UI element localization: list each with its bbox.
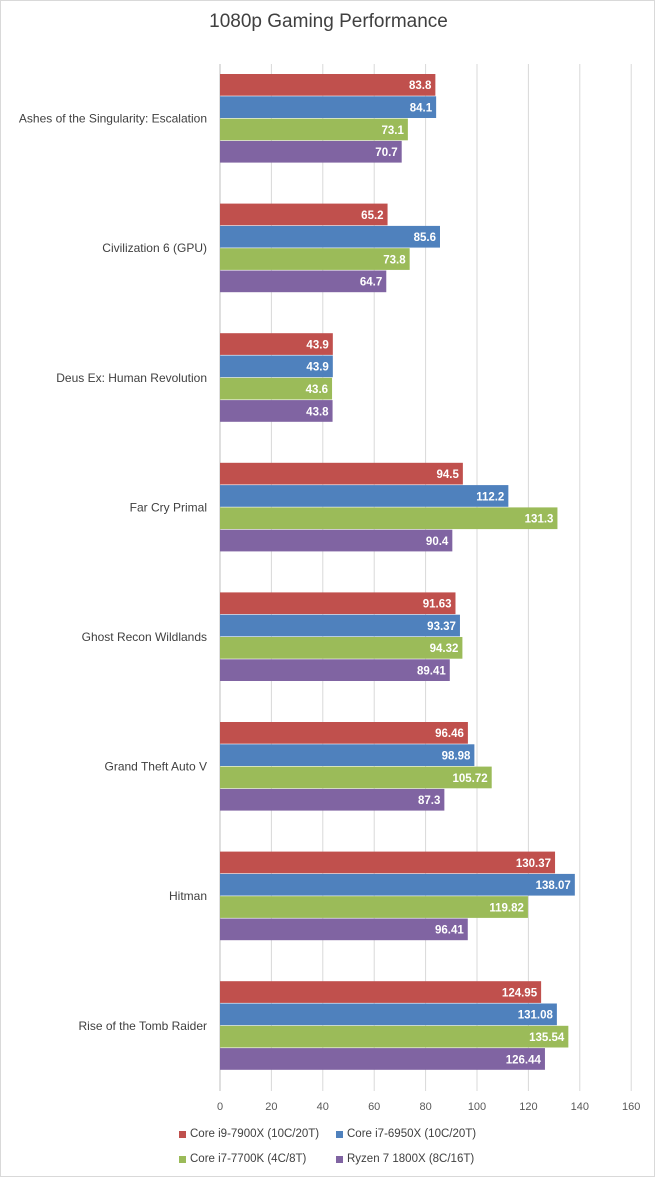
legend-label-2: Core i7-7700K (4C/8T) <box>190 1153 307 1165</box>
data-label-s2-c6: 119.82 <box>489 902 524 914</box>
legend-swatch-3 <box>336 1155 343 1163</box>
x-tick-label-8: 160 <box>622 1101 640 1113</box>
legend-label-0: Core i9-7900X (10C/20T) <box>190 1128 320 1140</box>
x-tick-label-0: 0 <box>217 1101 223 1113</box>
data-label-s1-c4: 93.37 <box>427 621 456 633</box>
data-label-s0-c5: 96.46 <box>435 728 464 740</box>
bar-s3-c0 <box>220 140 402 163</box>
bar-s2-c5 <box>220 766 492 789</box>
category-label-7: Rise of the Tomb Raider <box>78 1019 207 1033</box>
bar-s3-c1 <box>220 270 387 293</box>
bar-s3-c7 <box>220 1048 545 1070</box>
data-label-s0-c7: 124.95 <box>502 987 538 999</box>
bar-s0-c3 <box>220 462 463 485</box>
bar-s0-c7 <box>220 981 542 1003</box>
legend-label-3: Ryzen 7 1800X (8C/16T) <box>347 1153 475 1165</box>
x-tick-label-1: 20 <box>265 1101 277 1113</box>
data-label-s1-c1: 85.6 <box>414 232 436 244</box>
x-tick-label-4: 80 <box>419 1101 431 1113</box>
bar-s2-c2 <box>220 377 333 400</box>
bar-s2-c7 <box>220 1025 569 1048</box>
data-label-s0-c4: 91.63 <box>423 599 452 611</box>
bar-s0-c5 <box>220 722 468 744</box>
data-label-s3-c0: 70.7 <box>375 147 397 159</box>
data-label-s1-c3: 112.2 <box>476 491 504 503</box>
category-label-5: Grand Theft Auto V <box>104 760 207 774</box>
data-label-s3-c1: 64.7 <box>360 277 382 289</box>
data-label-s3-c2: 43.8 <box>306 406 329 418</box>
x-tick-label-6: 120 <box>519 1101 537 1113</box>
data-label-s2-c3: 131.3 <box>525 514 554 526</box>
legend-item-0: Core i9-7900X (10C/20T) <box>179 1128 319 1140</box>
legend-swatch-2 <box>179 1155 186 1163</box>
data-label-s2-c1: 73.8 <box>383 254 406 266</box>
bar-s0-c6 <box>220 851 556 874</box>
data-label-s2-c5: 105.72 <box>453 773 488 785</box>
category-label-3: Far Cry Primal <box>130 500 207 514</box>
bar-s1-c0 <box>220 96 437 118</box>
bar-s1-c4 <box>220 614 460 637</box>
bar-s1-c7 <box>220 1003 557 1026</box>
bar-s2-c1 <box>220 248 410 270</box>
legend-item-3: Ryzen 7 1800X (8C/16T) <box>336 1153 474 1165</box>
bar-s1-c6 <box>220 873 575 896</box>
bar-s0-c0 <box>220 74 436 96</box>
x-tick-label-7: 140 <box>571 1101 589 1113</box>
data-label-s2-c0: 73.1 <box>381 125 404 137</box>
category-label-0: Ashes of the Singularity: Escalation <box>19 112 207 126</box>
bar-s3-c2 <box>220 400 333 422</box>
bar-s0-c1 <box>220 203 388 226</box>
data-label-s1-c5: 98.98 <box>442 750 471 762</box>
data-label-s3-c6: 96.41 <box>435 925 464 937</box>
x-tick-label-3: 60 <box>368 1101 380 1113</box>
bar-s3-c4 <box>220 659 450 681</box>
bar-s1-c2 <box>220 355 333 378</box>
data-label-s1-c6: 138.07 <box>536 880 571 892</box>
category-label-6: Hitman <box>169 889 207 903</box>
legend-label-1: Core i7-6950X (10C/20T) <box>347 1128 477 1140</box>
data-label-s3-c4: 89.41 <box>417 665 446 677</box>
data-label-s0-c2: 43.9 <box>306 339 328 351</box>
bar-s1-c1 <box>220 225 440 248</box>
data-label-s3-c5: 87.3 <box>418 795 440 807</box>
bar-s3-c5 <box>220 788 445 811</box>
data-label-s0-c1: 65.2 <box>361 210 383 222</box>
category-label-2: Deus Ex: Human Revolution <box>56 371 207 385</box>
data-label-s1-c0: 84.1 <box>410 102 433 114</box>
legend-swatch-1 <box>336 1130 343 1138</box>
category-label-1: Civilization 6 (GPU) <box>102 241 207 255</box>
bar-s2-c6 <box>220 896 528 918</box>
chart-title: 1080p Gaming Performance <box>209 11 448 32</box>
bar-s3-c6 <box>220 918 468 941</box>
x-tick-label-5: 100 <box>468 1101 486 1113</box>
data-label-s2-c2: 43.6 <box>306 384 328 396</box>
data-label-s1-c7: 131.08 <box>518 1010 554 1022</box>
data-label-s0-c0: 83.8 <box>409 80 432 92</box>
bar-s1-c3 <box>220 485 509 507</box>
x-tick-label-2: 40 <box>317 1101 329 1113</box>
legend-item-2: Core i7-7700K (4C/8T) <box>179 1153 306 1165</box>
legend-item-1: Core i7-6950X (10C/20T) <box>336 1128 476 1140</box>
bar-s0-c4 <box>220 592 456 615</box>
data-label-s0-c6: 130.37 <box>516 858 551 870</box>
data-label-s2-c4: 94.32 <box>430 643 459 655</box>
bar-s2-c4 <box>220 637 463 659</box>
legend-swatch-0 <box>179 1130 186 1138</box>
bar-s2-c0 <box>220 118 408 141</box>
bar-s0-c2 <box>220 333 333 355</box>
bar-s3-c3 <box>220 529 453 552</box>
bar-s2-c3 <box>220 507 558 530</box>
data-label-s2-c7: 135.54 <box>529 1032 565 1044</box>
data-label-s0-c3: 94.5 <box>436 469 459 481</box>
category-label-4: Ghost Recon Wildlands <box>82 630 207 644</box>
data-label-s3-c7: 126.44 <box>506 1054 542 1066</box>
bar-s1-c5 <box>220 744 475 766</box>
data-label-s1-c2: 43.9 <box>306 362 328 374</box>
data-label-s3-c3: 90.4 <box>426 536 449 548</box>
